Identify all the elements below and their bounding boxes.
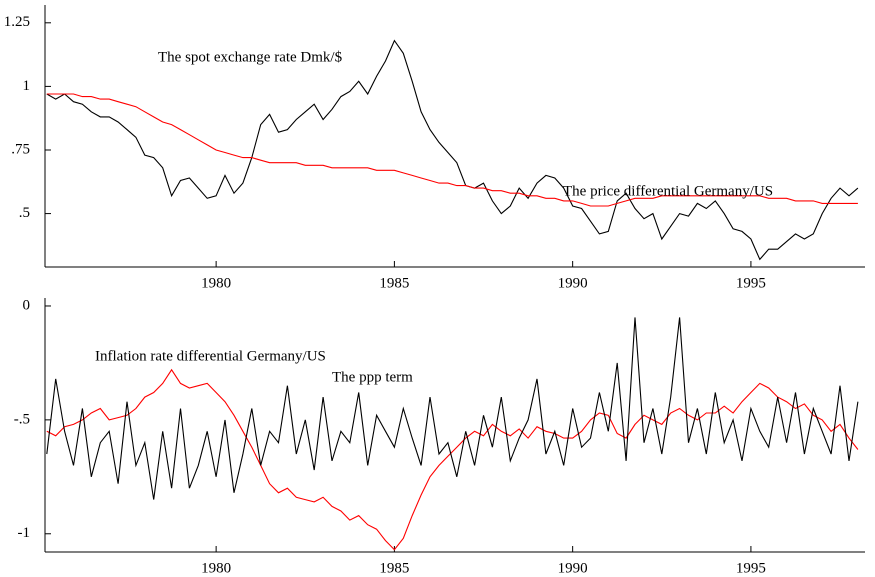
y-tick-label: 1.25 [4, 14, 30, 30]
series-line [46, 368, 859, 551]
x-tick-label: 1980 [201, 560, 231, 576]
series-label: The ppp term [332, 369, 413, 385]
x-tick-label: 1990 [558, 560, 588, 576]
series-line [46, 317, 859, 500]
x-tick-label: 1980 [201, 275, 231, 291]
y-tick-label: 1 [23, 78, 31, 94]
y-tick-label: -1 [18, 525, 31, 541]
x-tick-label: 1995 [736, 560, 766, 576]
y-tick-label: .5 [19, 205, 30, 221]
y-tick-label: 0 [23, 297, 31, 313]
series-label: The spot exchange rate Dmk/$ [158, 49, 343, 65]
x-tick-label: 1985 [379, 560, 409, 576]
x-tick-label: 1990 [558, 275, 588, 291]
y-tick-label: .75 [11, 141, 30, 157]
x-tick-label: 1995 [736, 275, 766, 291]
series-line [46, 39, 859, 261]
y-tick-label: -.5 [14, 411, 30, 427]
series-label: Inflation rate differential Germany/US [95, 348, 326, 364]
x-tick-label: 1985 [379, 275, 409, 291]
series-line [46, 93, 858, 207]
series-label: The price differential Germany/US [563, 183, 773, 199]
